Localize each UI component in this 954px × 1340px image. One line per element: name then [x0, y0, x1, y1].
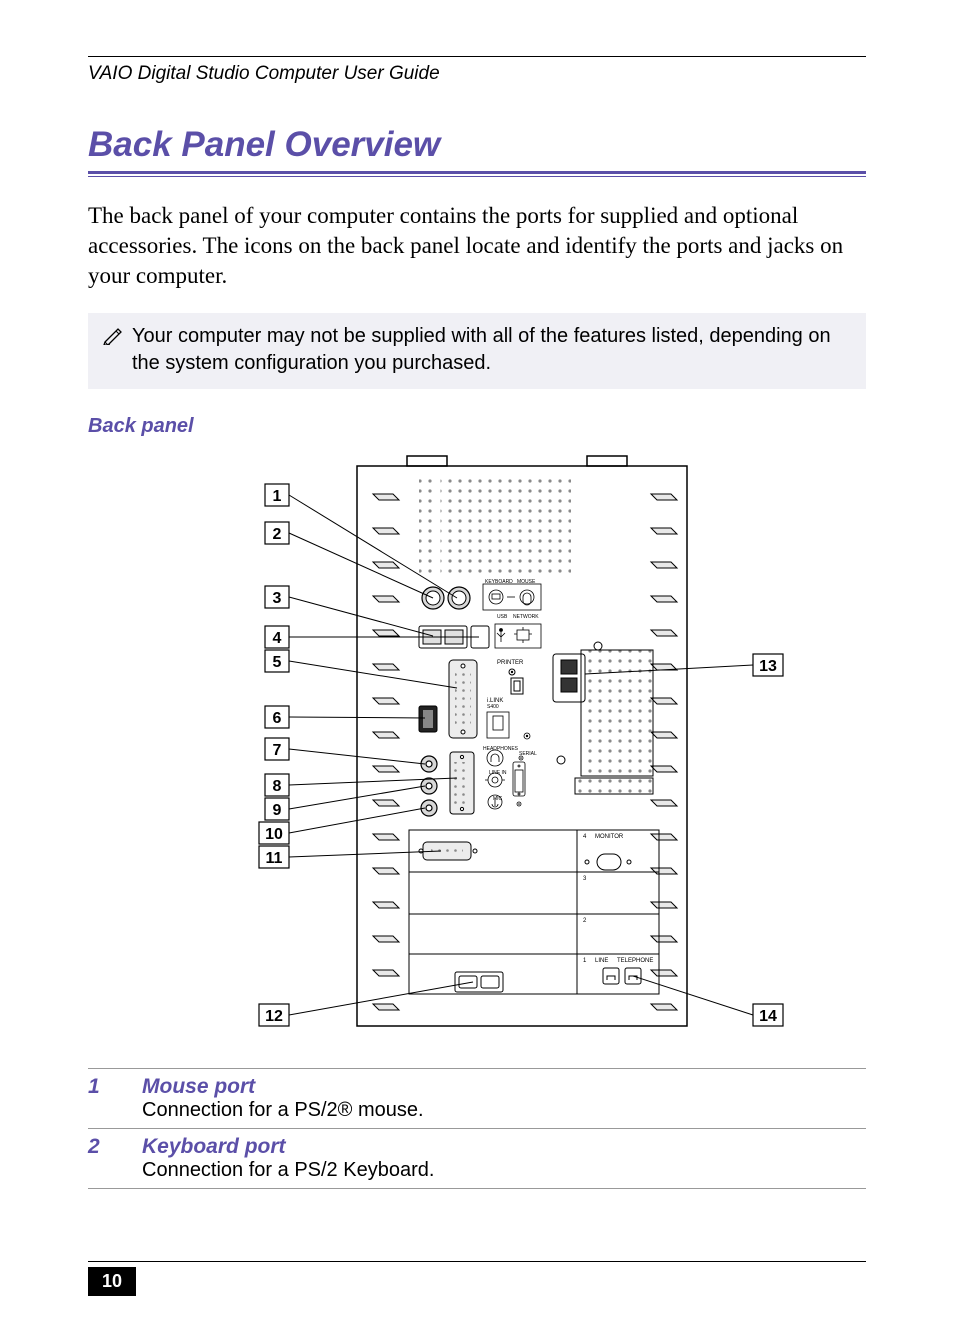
definition-number: 2	[88, 1135, 142, 1182]
intro-paragraph: The back panel of your computer contains…	[88, 201, 866, 291]
svg-text:TELEPHONE: TELEPHONE	[617, 958, 653, 964]
svg-text:10: 10	[265, 826, 283, 843]
svg-text:8: 8	[273, 778, 282, 795]
svg-text:7: 7	[273, 742, 282, 759]
svg-text:2: 2	[583, 918, 587, 924]
svg-text:LINE: LINE	[595, 958, 608, 964]
page-title: Back Panel Overview	[88, 125, 866, 165]
svg-text:5: 5	[273, 654, 282, 671]
svg-text:4: 4	[583, 834, 587, 840]
running-header: VAIO Digital Studio Computer User Guide	[88, 63, 866, 85]
svg-text:3: 3	[583, 876, 587, 882]
svg-text:9: 9	[273, 802, 282, 819]
definition-desc: Connection for a PS/2® mouse.	[142, 1099, 866, 1122]
title-underline	[88, 171, 866, 177]
note-text: Your computer may not be supplied with a…	[132, 323, 852, 377]
definition-row: 1 Mouse port Connection for a PS/2® mous…	[88, 1069, 866, 1129]
svg-text:13: 13	[759, 658, 777, 675]
note-box: Your computer may not be supplied with a…	[88, 313, 866, 389]
definition-row: 2 Keyboard port Connection for a PS/2 Ke…	[88, 1129, 866, 1189]
svg-text:4: 4	[273, 630, 282, 647]
svg-text:2: 2	[273, 526, 282, 543]
footer-rule	[88, 1261, 866, 1262]
definition-number: 1	[88, 1075, 142, 1122]
page-number: 10	[88, 1267, 136, 1296]
svg-text:12: 12	[265, 1008, 283, 1025]
definitions-table: 1 Mouse port Connection for a PS/2® mous…	[88, 1068, 866, 1189]
definition-term: Mouse port	[142, 1075, 866, 1099]
svg-text:KEYBOARD: KEYBOARD	[485, 579, 513, 585]
figure-caption: Back panel	[88, 415, 866, 438]
svg-text:S400: S400	[487, 704, 499, 710]
definition-term: Keyboard port	[142, 1135, 866, 1159]
svg-text:14: 14	[759, 1008, 777, 1025]
svg-text:HEADPHONES: HEADPHONES	[483, 746, 519, 752]
svg-text:PRINTER: PRINTER	[497, 660, 524, 666]
svg-text:11: 11	[266, 850, 283, 867]
svg-text:MONITOR: MONITOR	[595, 834, 624, 840]
svg-text:6: 6	[273, 710, 282, 727]
svg-text:1: 1	[583, 958, 587, 964]
svg-text:NETWORK: NETWORK	[513, 614, 539, 620]
note-icon	[102, 325, 124, 377]
back-panel-diagram: KEYBOARD MOUSE USB NETWORK	[88, 448, 866, 1048]
definition-desc: Connection for a PS/2 Keyboard.	[142, 1159, 866, 1182]
svg-text:USB: USB	[497, 614, 508, 620]
svg-text:MOUSE: MOUSE	[517, 579, 536, 585]
svg-text:1: 1	[273, 488, 282, 505]
svg-text:3: 3	[273, 590, 282, 607]
svg-text:LINE IN: LINE IN	[489, 770, 507, 776]
